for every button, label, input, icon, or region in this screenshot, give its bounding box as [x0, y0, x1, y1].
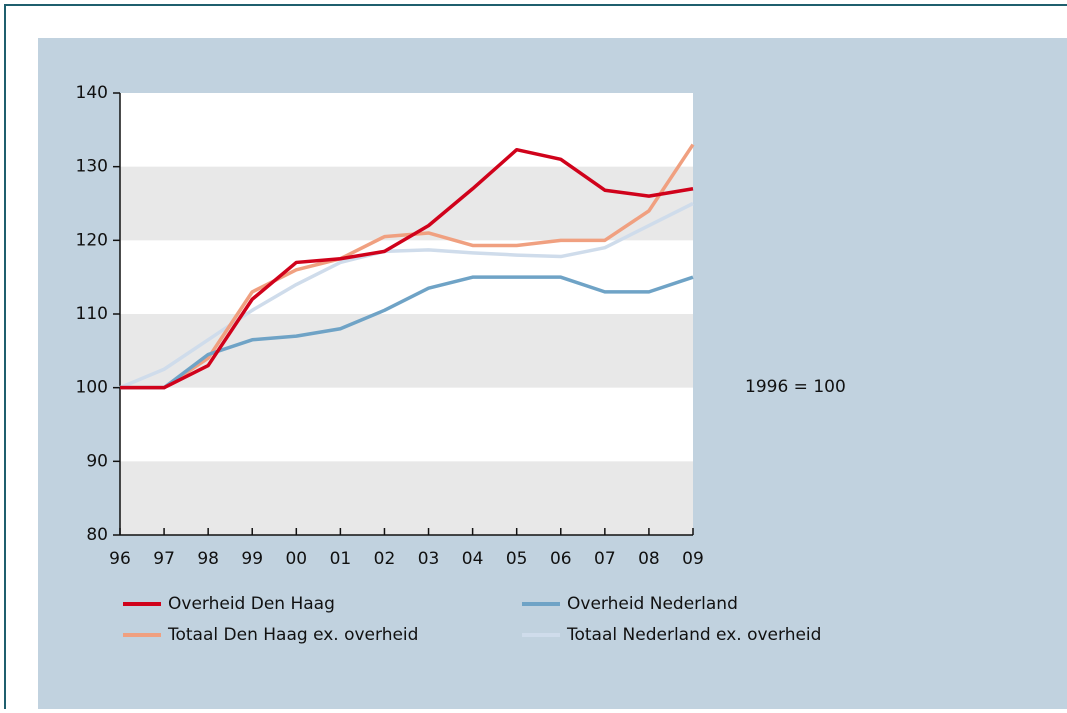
legend-label: Totaal Nederland ex. overheid	[566, 625, 821, 645]
x-tick-label: 09	[682, 549, 704, 569]
y-tick-label: 110	[76, 304, 108, 324]
x-tick-label: 06	[550, 549, 572, 569]
y-tick-label: 100	[76, 378, 108, 398]
series-line	[120, 143, 695, 390]
legend-label: Overheid Nederland	[567, 594, 738, 614]
x-tick-label: 00	[285, 549, 307, 569]
y-tick-label: 130	[76, 157, 108, 177]
x-tick-label: 98	[197, 549, 219, 569]
annotation: 1996 = 100	[745, 377, 846, 397]
series-line	[120, 147, 694, 390]
y-tick-label: 80	[86, 525, 108, 545]
grid-band	[120, 314, 693, 388]
y-tick-label: 140	[76, 83, 108, 103]
x-tick-label: 04	[462, 549, 484, 569]
x-tick-label: 05	[506, 549, 528, 569]
x-tick-label: 01	[330, 549, 352, 569]
grid-band	[120, 166, 693, 241]
x-tick-label: 07	[594, 549, 616, 569]
grid-band	[120, 461, 693, 535]
x-tick-label: 99	[241, 549, 263, 569]
legend-label: Totaal Den Haag ex. overheid	[167, 625, 418, 645]
x-tick-label: 02	[374, 549, 396, 569]
x-tick-label: 96	[109, 549, 131, 569]
x-tick-label: 03	[418, 549, 440, 569]
series-line	[119, 201, 694, 390]
y-tick-label: 90	[86, 451, 108, 471]
x-tick-label: 08	[638, 549, 660, 569]
legend-label: Overheid Den Haag	[168, 594, 335, 614]
x-tick-label: 97	[153, 549, 175, 569]
y-tick-label: 120	[76, 230, 108, 250]
